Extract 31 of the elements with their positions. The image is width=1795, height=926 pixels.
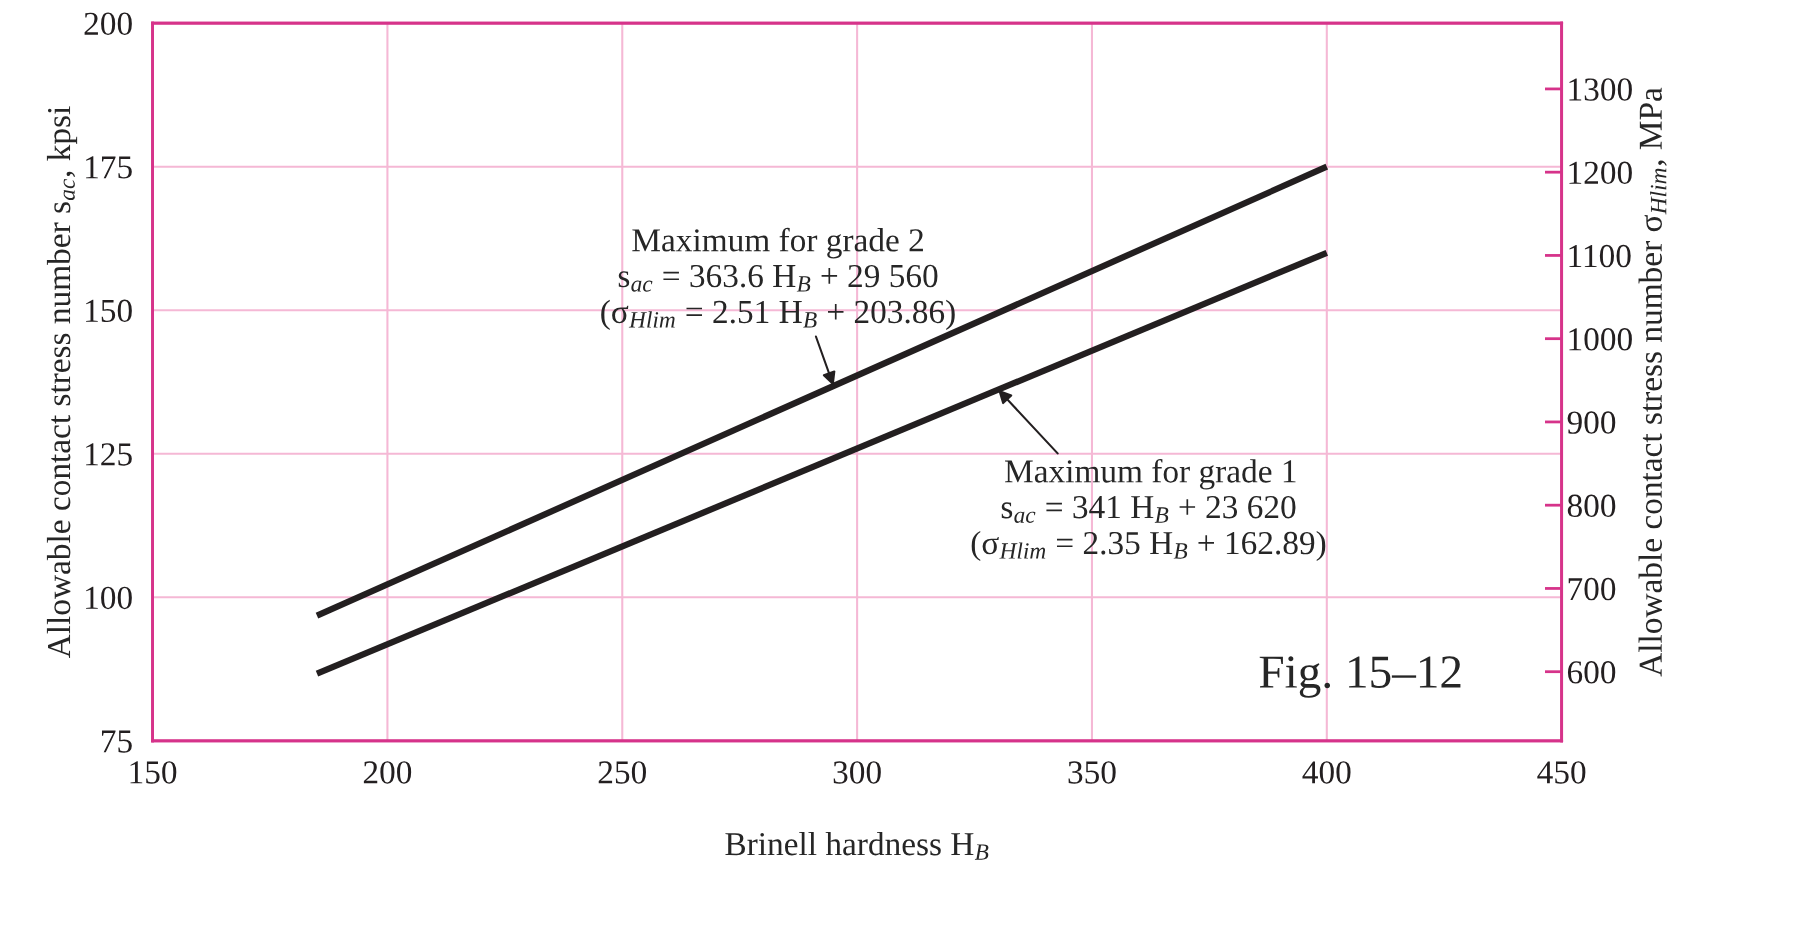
y-tick-label: 125 <box>86 443 132 466</box>
x-tick-label: 150 <box>130 761 177 784</box>
annotation: Maximum for grade 2 <box>632 227 923 259</box>
y2-tick-label: 700 <box>1568 577 1616 601</box>
y2-tick-label: 600 <box>1567 661 1616 684</box>
y-axis-title: Allowable contact stress number s$_{ac}$, kpsi <box>46 106 78 658</box>
y-tick-label: 100 <box>86 586 132 610</box>
annotation: Maximum for grade 1 <box>1005 458 1296 490</box>
x-tick-label: 400 <box>1302 761 1351 784</box>
x-axis-title: Brinell hardness H$_{B}$ <box>725 831 989 860</box>
y2-tick-label: 1300 <box>1569 78 1632 101</box>
y-tick-label: 200 <box>84 12 132 36</box>
y-tick-label: 75 <box>102 730 132 753</box>
x-tick-label: 450 <box>1537 761 1586 784</box>
x-tick-label: 200 <box>363 761 412 784</box>
annotation: (σ$_{Hlim}$ = 2.51 H$_{B}$ + 203.86) <box>601 299 955 330</box>
annotation: s$_{ac}$ = 363.6 H$_{B}$ + 29 560 <box>618 264 938 292</box>
annotation: s$_{ac}$ = 341 H$_{B}$ + 23 620 <box>1001 495 1296 523</box>
y2-tick-label: 1200 <box>1569 161 1632 185</box>
x-tick-label: 350 <box>1068 761 1116 784</box>
y-tick-label: 175 <box>86 156 132 179</box>
y2-tick-label: 800 <box>1567 494 1616 518</box>
y2-axis-title: Allowable contact stress number σ$_{Hlim}$, MPa <box>1638 87 1667 677</box>
y2-tick-label: 900 <box>1567 411 1616 434</box>
y-tick-label: 150 <box>86 299 132 323</box>
x-tick-label: 250 <box>598 761 646 784</box>
y2-tick-label: 1100 <box>1569 244 1631 268</box>
annotation: Fig. 15–12 <box>1259 656 1461 698</box>
annotation: (σ$_{Hlim}$ = 2.35 H$_{B}$ + 162.89) <box>971 530 1326 562</box>
y2-tick-label: 1000 <box>1569 328 1632 351</box>
x-tick-label: 300 <box>833 761 881 784</box>
